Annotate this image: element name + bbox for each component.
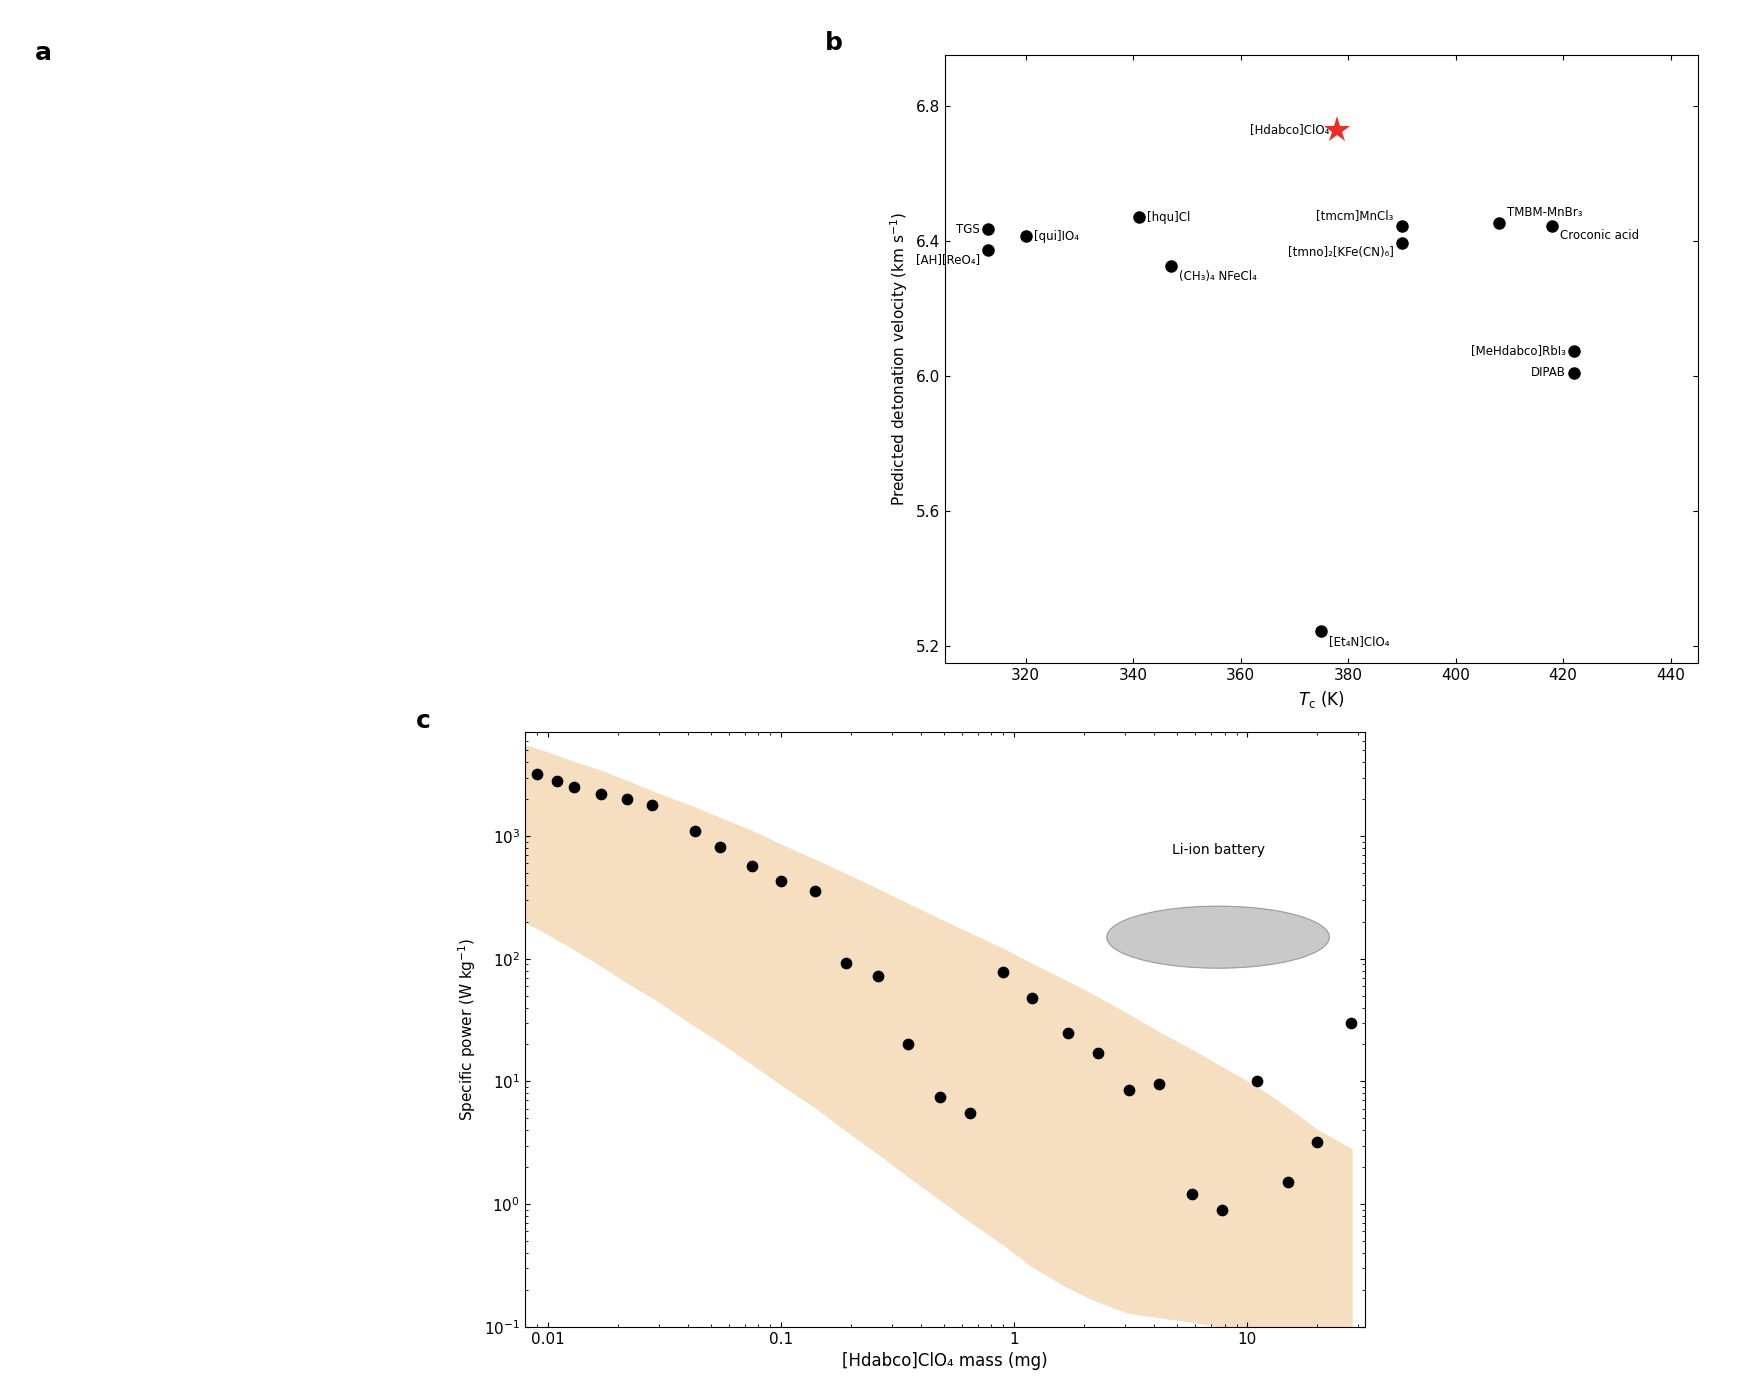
Point (523, 763, 551, 785)
Point (956, 1103, 984, 1125)
Point (1054, 1021, 1082, 1043)
X-axis label: [Hdabco]ClO₄ mass (mg): [Hdabco]ClO₄ mass (mg) (842, 1352, 1048, 1370)
Point (1018, 987, 1046, 1009)
Text: [tmcm]MnCl₃: [tmcm]MnCl₃ (1316, 210, 1393, 223)
Point (542, 770, 570, 792)
Text: (CH₃)₄ NFeCl₄: (CH₃)₄ NFeCl₄ (1180, 269, 1256, 283)
Point (989, 960, 1017, 983)
Point (738, 855, 766, 878)
Text: [AH][ReO₄]: [AH][ReO₄] (915, 253, 980, 265)
Point (1242, 1071, 1270, 1093)
Point (1208, 1198, 1236, 1220)
Point (1178, 1183, 1206, 1205)
Text: a: a (35, 41, 52, 65)
Point (1144, 1072, 1172, 1095)
Point (894, 1034, 922, 1056)
Text: [qui]IO₄: [qui]IO₄ (1034, 229, 1078, 242)
Text: [hqu]Cl: [hqu]Cl (1146, 211, 1190, 224)
Text: b: b (824, 30, 842, 55)
Text: Li-ion battery: Li-ion battery (1171, 843, 1265, 857)
Point (1115, 1079, 1143, 1101)
Point (707, 836, 735, 858)
Text: Croconic acid: Croconic acid (1561, 229, 1640, 242)
Point (639, 793, 667, 815)
X-axis label: $T$$_\mathrm{c}$ (K): $T$$_\mathrm{c}$ (K) (1298, 688, 1344, 710)
Text: TGS: TGS (956, 223, 980, 236)
Text: DIPAB: DIPAB (1531, 366, 1566, 379)
Point (1304, 1130, 1332, 1153)
Text: [MeHdabco]RbI₃: [MeHdabco]RbI₃ (1472, 344, 1566, 358)
Point (560, 777, 588, 799)
Point (681, 820, 709, 842)
Text: c: c (416, 709, 430, 732)
Text: [Hdabco]ClO₄: [Hdabco]ClO₄ (1250, 123, 1330, 135)
Point (802, 879, 829, 901)
Point (1085, 1042, 1113, 1064)
Y-axis label: Specific power (W kg$^{-1}$): Specific power (W kg$^{-1}$) (457, 938, 478, 1121)
Point (863, 965, 891, 987)
Point (1337, 1012, 1365, 1034)
Point (766, 871, 794, 893)
Point (614, 788, 642, 810)
Text: TMBM-MnBr₃: TMBM-MnBr₃ (1507, 206, 1582, 220)
Point (1274, 1172, 1302, 1194)
Y-axis label: Predicted detonation velocity (km s$^{-1}$): Predicted detonation velocity (km s$^{-1… (889, 213, 910, 506)
Text: [Et₄N]ClO₄: [Et₄N]ClO₄ (1330, 634, 1390, 648)
Point (831, 952, 859, 974)
Text: [tmno]₂[KFe(CN)₆]: [tmno]₂[KFe(CN)₆] (1288, 246, 1393, 260)
Point (588, 784, 616, 806)
Point (926, 1086, 954, 1108)
Polygon shape (1106, 907, 1330, 969)
